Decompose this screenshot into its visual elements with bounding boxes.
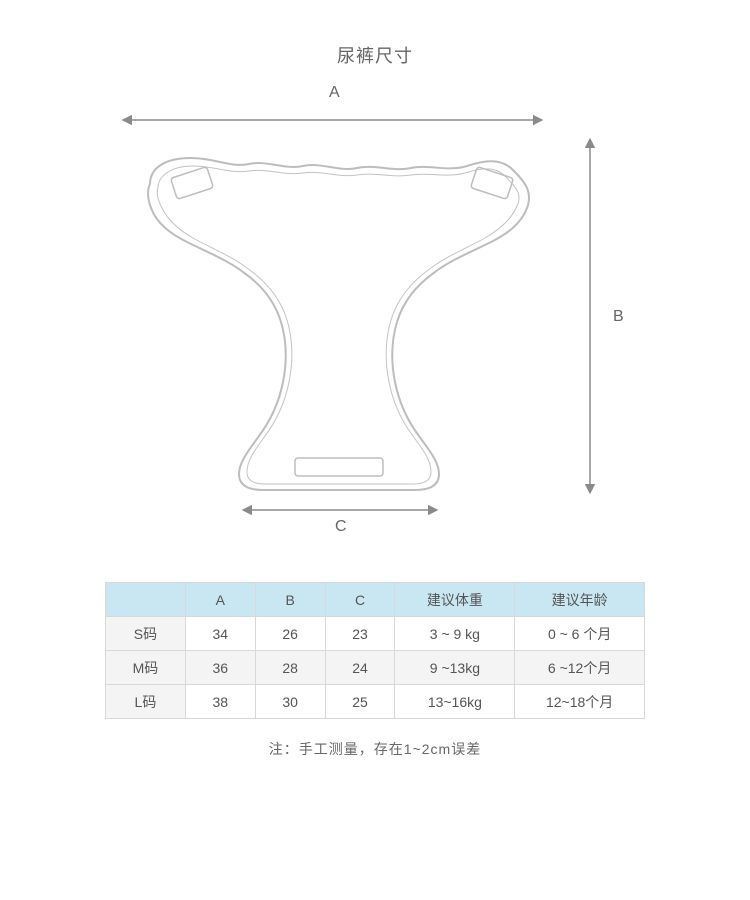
table-row: L码 38 30 25 13~16kg 12~18个月 (106, 685, 645, 719)
cell-size: S码 (106, 617, 186, 651)
cell-b: 30 (256, 685, 326, 719)
dimension-label-c: C (335, 518, 347, 536)
measurement-note: 注：手工测量，存在1~2cm误差 (0, 739, 750, 759)
cell-a: 36 (186, 651, 256, 685)
cell-b: 26 (256, 617, 326, 651)
cell-c: 23 (326, 617, 396, 651)
cell-c: 24 (326, 651, 396, 685)
cell-a: 38 (186, 685, 256, 719)
header-c: C (326, 583, 396, 617)
cell-age: 0 ~ 6 个月 (515, 617, 645, 651)
cell-a: 34 (186, 617, 256, 651)
size-diagram: A B C (95, 86, 655, 546)
cell-weight: 9 ~13kg (395, 651, 515, 685)
cell-weight: 13~16kg (395, 685, 515, 719)
table-header-row: A B C 建议体重 建议年龄 (106, 583, 645, 617)
header-size (106, 583, 186, 617)
dimension-label-b: B (613, 308, 624, 326)
cell-age: 6 ~12个月 (515, 651, 645, 685)
table-row: M码 36 28 24 9 ~13kg 6 ~12个月 (106, 651, 645, 685)
header-age: 建议年龄 (515, 583, 645, 617)
header-weight: 建议体重 (395, 583, 515, 617)
page-title: 尿裤尺寸 (0, 42, 750, 68)
table-row: S码 34 26 23 3 ~ 9 kg 0 ~ 6 个月 (106, 617, 645, 651)
cell-weight: 3 ~ 9 kg (395, 617, 515, 651)
size-table: A B C 建议体重 建议年龄 S码 34 26 23 3 ~ 9 kg 0 ~… (105, 582, 645, 719)
cell-age: 12~18个月 (515, 685, 645, 719)
cell-size: M码 (106, 651, 186, 685)
header-b: B (256, 583, 326, 617)
diaper-outline-svg (95, 86, 655, 546)
dimension-label-a: A (329, 84, 340, 102)
cell-b: 28 (256, 651, 326, 685)
cell-size: L码 (106, 685, 186, 719)
cell-c: 25 (326, 685, 396, 719)
header-a: A (186, 583, 256, 617)
